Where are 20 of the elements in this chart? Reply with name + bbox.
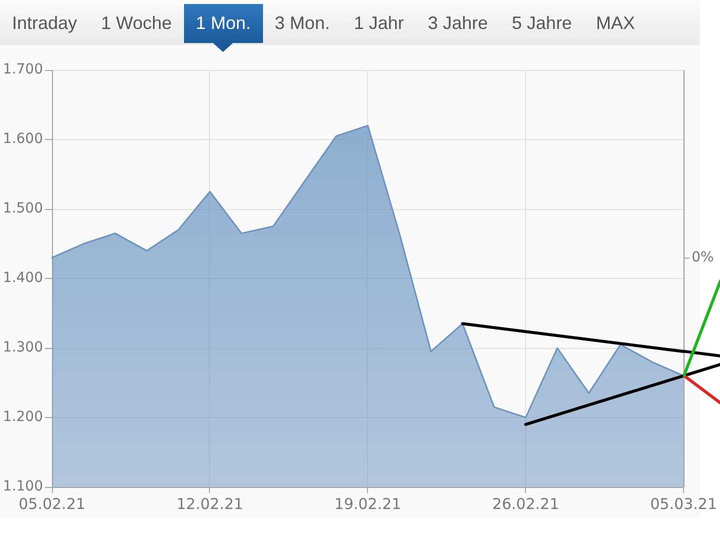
x-tick-label: 19.02.21 [334,494,402,513]
text: 1 Jahr [354,13,404,33]
x-tick-label: 12.02.21 [176,494,244,513]
text: 5 Jahre [512,13,572,33]
text: 3 Jahre [428,13,488,33]
text: Intraday [12,13,78,33]
y-tick-label: 1.700 [2,62,43,78]
y-tick-label: 1.500 [2,200,43,217]
text: 0% [692,249,714,266]
y-tick-label: 1.200 [2,409,43,426]
y-tick-label: 1.400 [2,270,43,286]
x-tick-label: 05.03.21 [650,494,717,513]
y-tick-label: 1.300 [2,340,43,356]
text: 3 Mon. [274,13,330,33]
x-tick-label: 26.02.21 [492,494,560,513]
y-tick-label: 1.600 [2,131,43,148]
text: MAX [596,13,635,33]
text: 1 Woche [101,13,172,33]
x-tick-label: 05.02.21 [18,494,86,513]
y-tick-label: 1.100 [2,478,43,495]
